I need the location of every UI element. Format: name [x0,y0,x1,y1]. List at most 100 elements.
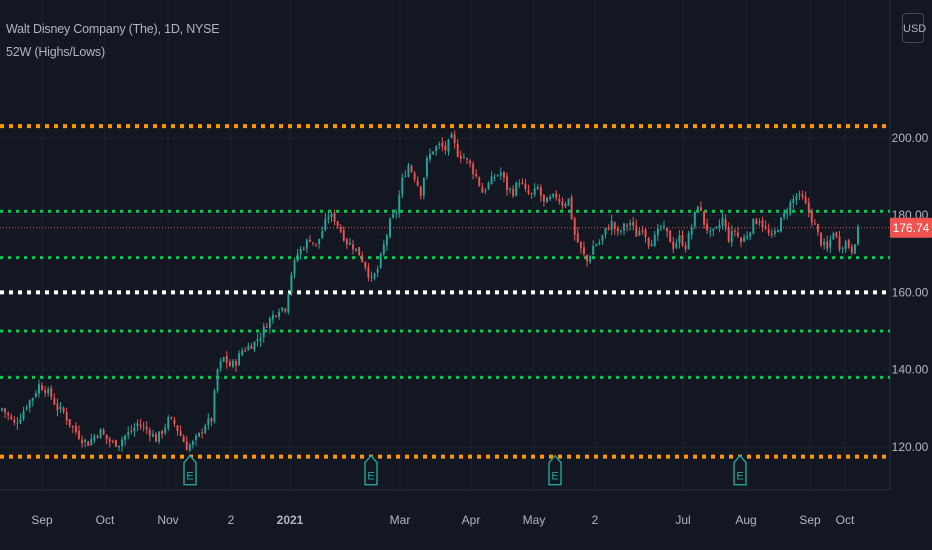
candle [595,244,598,246]
candle [348,242,351,245]
candle [496,175,499,177]
candle [696,206,699,212]
candle [265,326,268,328]
candle [832,233,835,240]
candle [758,221,761,224]
earnings-marker [548,454,562,486]
candle [111,441,114,443]
candle [62,408,65,412]
candle [718,224,721,228]
candle [130,430,133,432]
candle [216,369,219,391]
candle [619,230,622,233]
candle [158,431,160,442]
candle [389,219,391,237]
candle [764,226,767,229]
candle [561,201,564,206]
candle [506,176,508,190]
candle [857,226,859,245]
candle [555,193,558,198]
candle [302,248,305,250]
candle [598,242,601,245]
candle [370,276,373,278]
candle [170,416,173,419]
earnings-marker-label: E [551,471,558,483]
candle [813,223,816,225]
candle [53,398,56,405]
candle [155,433,157,442]
candle [268,318,271,328]
candle [312,242,314,244]
candle [219,361,222,369]
y-tick-label: 160.00 [892,285,929,299]
candle [50,387,53,398]
candle [407,165,410,177]
candle [401,177,404,195]
candle [478,177,481,186]
candle [102,430,105,435]
candle [546,197,548,203]
candle [542,194,545,202]
candle [576,233,579,243]
candle [841,248,844,250]
candle [296,254,299,261]
candle [493,177,496,179]
candle [121,439,124,447]
candle [256,339,259,342]
candle [432,151,435,155]
candle [761,220,764,228]
candle [179,430,182,436]
candle [31,398,34,401]
candle [736,232,739,237]
candle [817,223,819,232]
candle [786,212,789,214]
candle [656,228,659,236]
candle [238,353,241,366]
candle [810,210,813,223]
candle [826,241,829,249]
candle [355,248,358,251]
indicator-legend[interactable]: 52W (Highs/Lows) [6,45,105,59]
candle [398,195,401,214]
candle [472,164,475,174]
candle [118,445,120,448]
candle [838,236,841,250]
x-tick-label: Jul [675,513,690,527]
candle [647,237,650,246]
candle [207,418,210,426]
candle [669,230,672,243]
x-tick-label: 2 [592,513,599,527]
candle [607,228,610,230]
candle [804,197,807,203]
candle [19,419,22,423]
candle [287,293,290,312]
candle [151,434,154,437]
x-tick-label: Sep [799,513,821,527]
candle [835,232,838,237]
candle [342,230,345,241]
candle [502,171,505,178]
candle [201,432,204,434]
candle [626,224,629,227]
candle [721,217,724,226]
candle [376,269,379,273]
candle [56,403,59,411]
candle [59,406,62,410]
candle [749,232,752,237]
candle [324,218,327,231]
candle [330,213,333,218]
candle [512,188,515,196]
candle [145,426,148,430]
candle [281,307,284,311]
candle [87,441,90,446]
candle [518,183,521,185]
currency-button[interactable]: USD [902,13,926,43]
candle [161,431,164,435]
candle [527,189,530,194]
symbol-legend[interactable]: Walt Disney Company (The), 1D, NYSE [6,22,220,36]
candle [740,237,742,243]
x-tick-label: 2 [228,513,235,527]
candle [524,183,527,189]
